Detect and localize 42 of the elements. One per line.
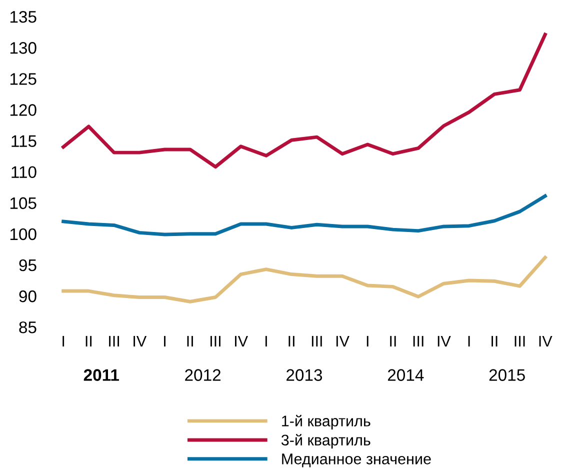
y-tick-label: 90 (19, 290, 36, 302)
x-tick-label: III (109, 336, 119, 346)
x-tick-label: III (514, 336, 525, 346)
x-tick-label: II (288, 336, 294, 346)
x-tick-label: I (62, 336, 64, 346)
x-tick-label: I (468, 336, 470, 346)
x-tick-label: I (366, 336, 368, 346)
legend-label: 1-й квартиль (282, 414, 370, 430)
x-tick-label: IV (235, 336, 248, 346)
x-tick-label: I (265, 336, 267, 346)
y-tick-label: 135 (10, 10, 36, 23)
text: 2014 (388, 369, 424, 381)
line-series (62, 194, 547, 236)
x-tick-label: III (210, 336, 220, 346)
y-tick-label: 85 (19, 321, 36, 334)
y-tick-label: 95 (19, 259, 36, 272)
x-tick-label: IV (539, 336, 552, 346)
x-tick-label: IV (336, 336, 350, 346)
legend-label: 3-й квартиль (281, 434, 370, 449)
x-tick-label: II (187, 336, 193, 346)
x-tick-label: IV (438, 336, 451, 346)
x-tick-label: IV (134, 336, 147, 346)
legend-label: Медианное значение (282, 454, 431, 468)
text: 2012 (185, 369, 220, 381)
line-series (62, 32, 547, 169)
y-tick-label: 100 (10, 228, 36, 240)
y-tick-label: 125 (10, 73, 36, 85)
x-tick-label: III (312, 336, 322, 346)
x-tick-label: II (390, 336, 396, 346)
text: 2015 (489, 369, 525, 381)
y-tick-label: 110 (12, 166, 36, 178)
x-tick-label: I (164, 336, 166, 346)
y-tick-label: 105 (10, 197, 36, 210)
x-tick-label: III (413, 336, 424, 346)
y-tick-label: 130 (10, 42, 36, 54)
text: 2013 (286, 369, 322, 381)
text: 2011 (84, 369, 119, 381)
y-tick-label: 115 (12, 135, 36, 147)
x-tick-label: II (86, 336, 92, 346)
x-tick-label: II (492, 336, 498, 346)
y-tick-label: 120 (10, 104, 36, 116)
line-series (62, 256, 547, 304)
